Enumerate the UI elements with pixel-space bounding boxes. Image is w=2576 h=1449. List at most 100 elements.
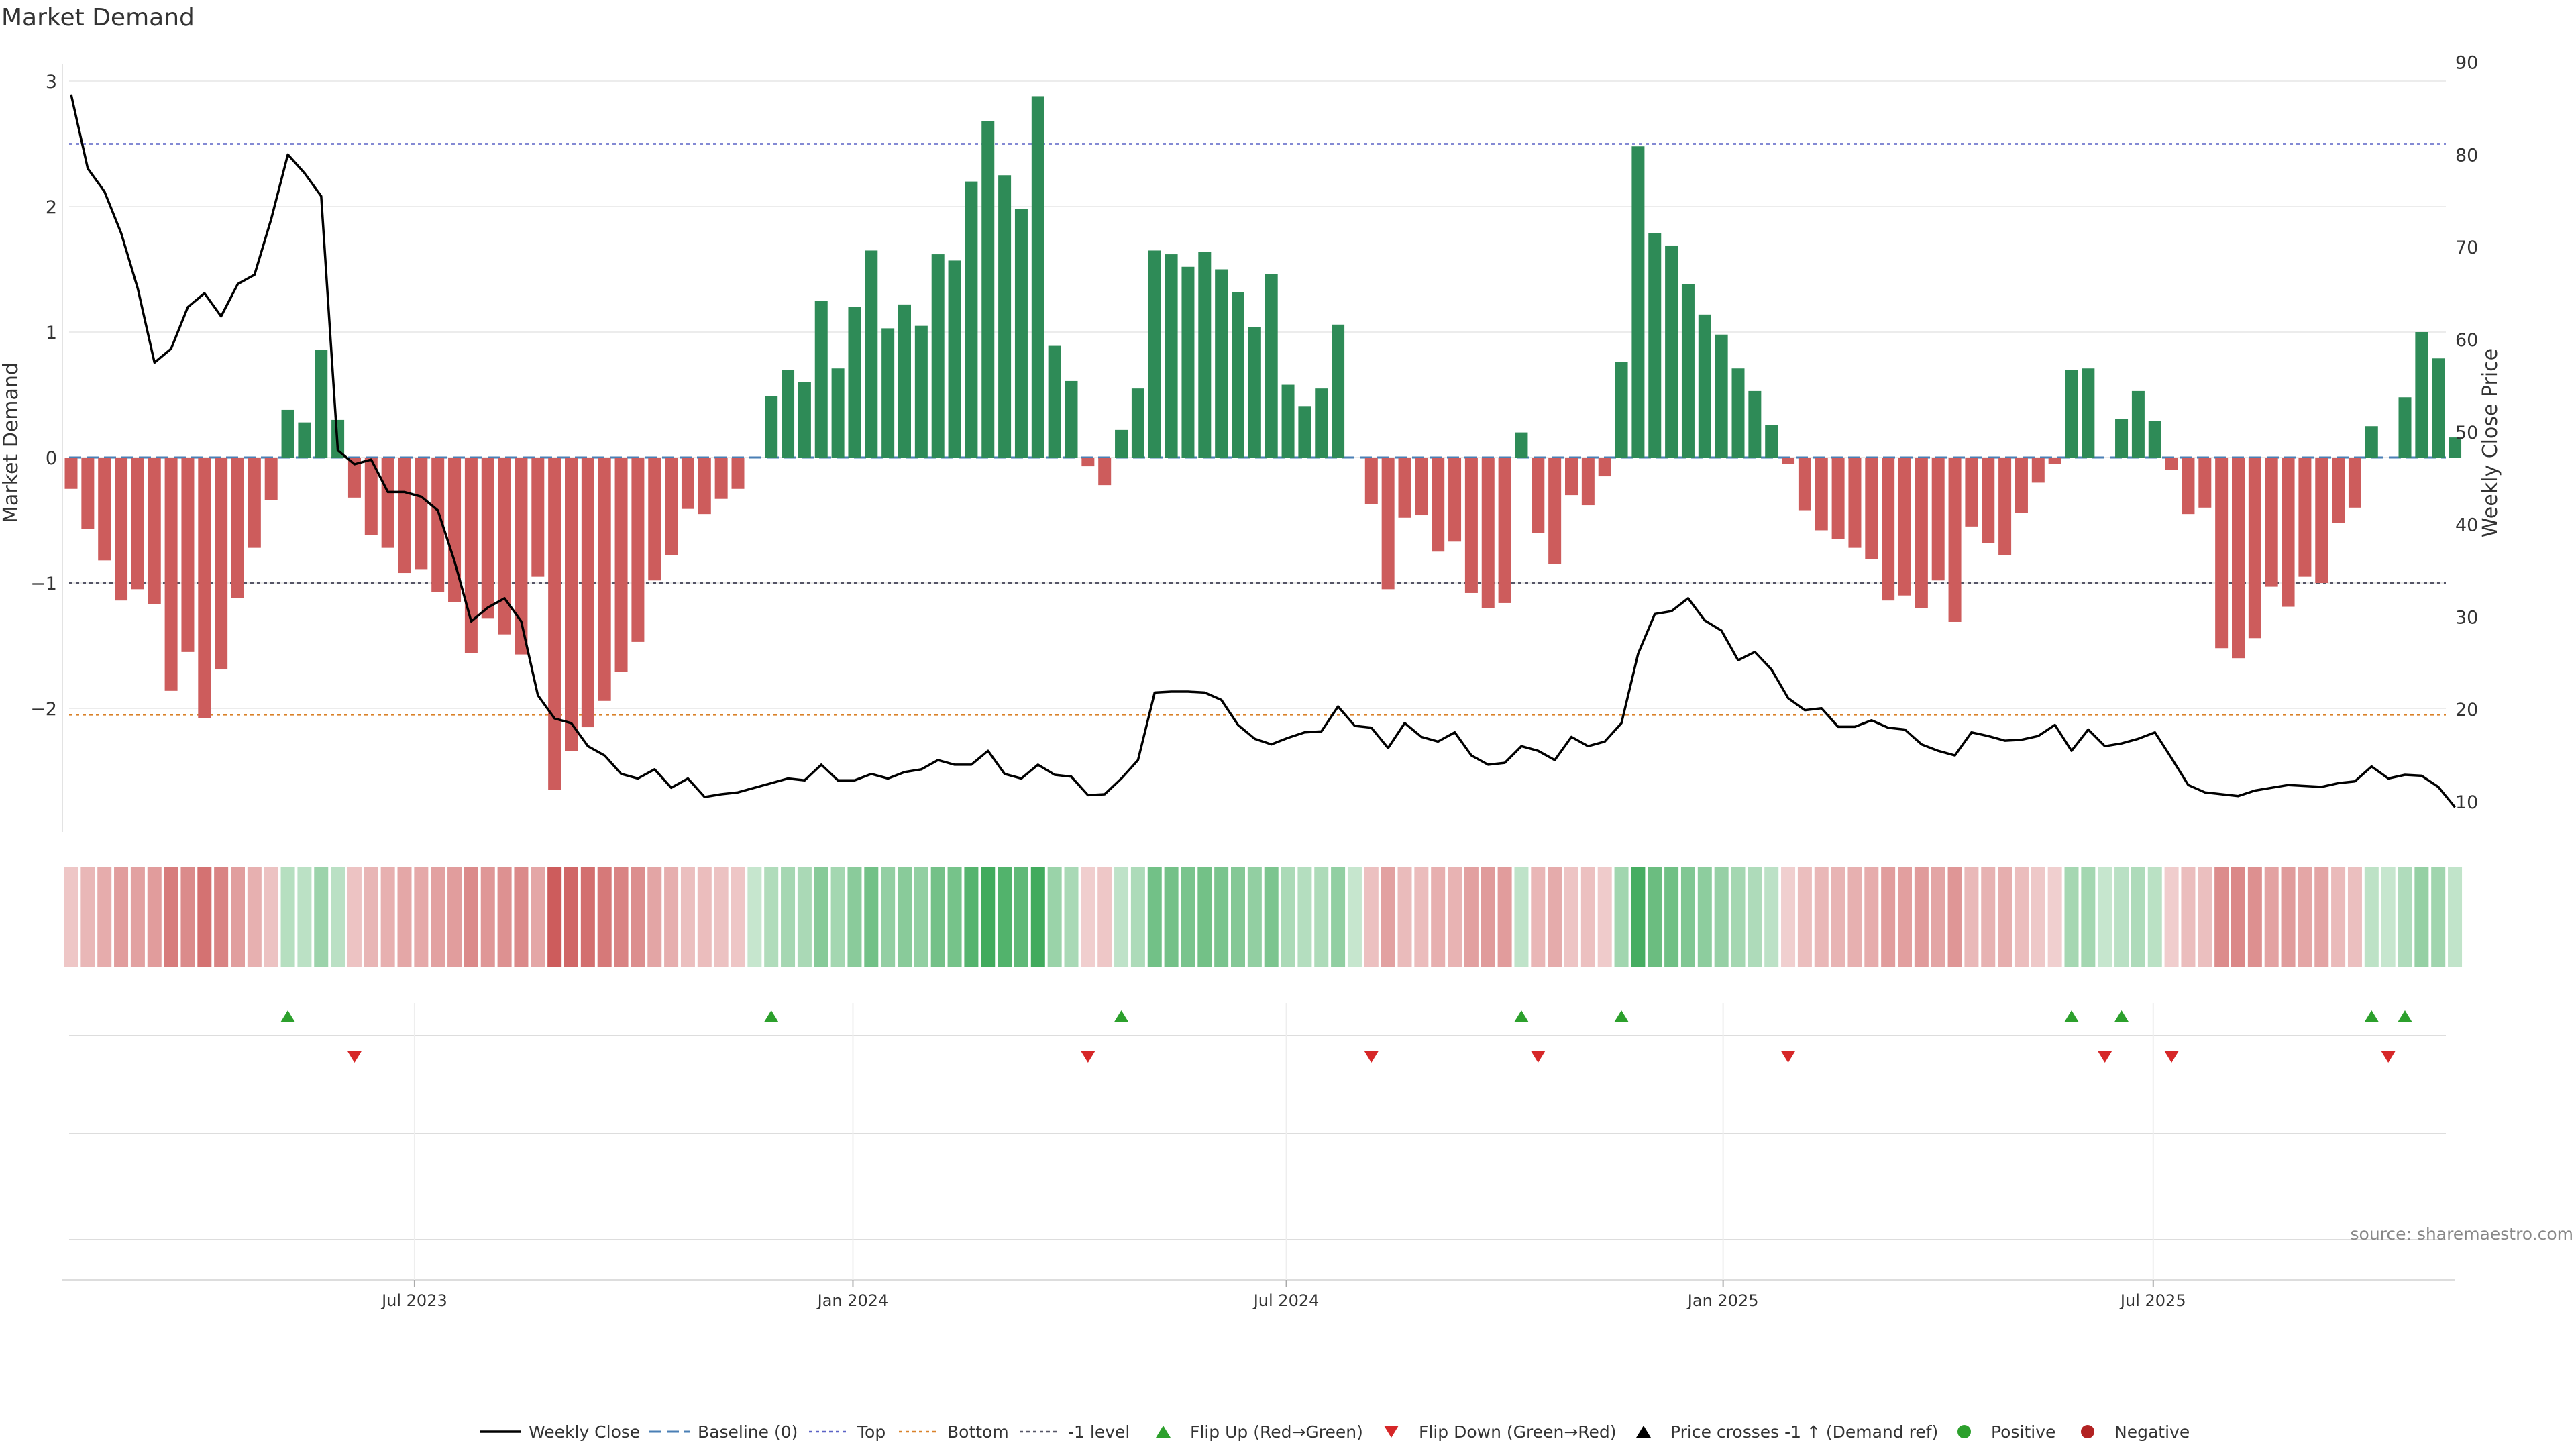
heat-cell bbox=[1364, 867, 1379, 967]
heat-cell bbox=[781, 867, 796, 967]
flip-down-marker bbox=[2097, 1051, 2112, 1063]
heat-cell bbox=[1614, 867, 1629, 967]
demand-bar bbox=[2232, 458, 2245, 659]
demand-bar bbox=[2432, 358, 2445, 458]
x-tick-label: Jul 2023 bbox=[380, 1291, 447, 1310]
demand-bar bbox=[1014, 209, 1028, 458]
demand-bar bbox=[1998, 458, 2012, 555]
x-tick-label: Jul 2025 bbox=[2119, 1291, 2186, 1310]
heat-cell bbox=[597, 867, 612, 967]
y2-tick-label: 30 bbox=[2455, 607, 2478, 628]
heat-cell bbox=[1214, 867, 1229, 967]
demand-bar bbox=[1081, 458, 1095, 467]
demand-bar bbox=[148, 458, 161, 604]
demand-bar bbox=[1364, 458, 1378, 504]
x-tick-label: Jan 2024 bbox=[816, 1291, 889, 1310]
demand-bar bbox=[1698, 314, 1711, 458]
x-tick-label: Jan 2025 bbox=[1686, 1291, 1759, 1310]
heat-cell bbox=[614, 867, 629, 967]
demand-bar bbox=[1281, 384, 1295, 458]
flip-up-marker bbox=[1513, 1010, 1529, 1022]
demand-bar bbox=[1931, 458, 1945, 581]
y-tick-label: 0 bbox=[46, 448, 57, 469]
demand-bar bbox=[1865, 458, 1878, 559]
heat-cell bbox=[580, 867, 595, 967]
demand-bar bbox=[1532, 458, 1545, 533]
heat-cell bbox=[964, 867, 979, 967]
demand-bar bbox=[698, 458, 711, 515]
heat-cell bbox=[1331, 867, 1346, 967]
heat-cell bbox=[2014, 867, 2029, 967]
demand-bar bbox=[1498, 458, 1511, 603]
axes: −2 −1 0 1 2 3 10 20 30 40 50 60 70 80 90 bbox=[30, 53, 2478, 832]
demand-bar bbox=[998, 175, 1012, 458]
demand-bar bbox=[198, 458, 211, 718]
heat-cell bbox=[164, 867, 178, 967]
y-tick-label: 1 bbox=[46, 323, 57, 343]
demand-bar bbox=[364, 458, 378, 535]
heat-cell bbox=[1964, 867, 1979, 967]
demand-bar bbox=[2315, 458, 2328, 583]
demand-bar bbox=[1898, 458, 1911, 596]
demand-bar bbox=[1248, 327, 1261, 458]
demand-bar bbox=[415, 458, 428, 570]
heat-cell bbox=[1514, 867, 1529, 967]
heat-cell bbox=[2347, 867, 2362, 967]
heat-cell bbox=[1781, 867, 1796, 967]
heat-cell bbox=[680, 867, 695, 967]
heat-cell bbox=[947, 867, 962, 967]
demand-bar bbox=[131, 458, 144, 590]
heat-cell bbox=[1314, 867, 1329, 967]
heat-cell bbox=[1064, 867, 1079, 967]
demand-bar bbox=[1648, 233, 1662, 458]
demand-bar bbox=[714, 458, 728, 499]
heat-cell bbox=[2247, 867, 2262, 967]
y2-tick-label: 80 bbox=[2455, 145, 2478, 166]
heat-cell bbox=[1014, 867, 1028, 967]
flip-up-marker bbox=[1614, 1010, 1629, 1022]
demand-bar bbox=[1265, 274, 1278, 458]
demand-bar bbox=[1782, 458, 1795, 464]
legend-label-baseline: Baseline (0) bbox=[698, 1422, 798, 1442]
heat-cell bbox=[1047, 867, 1062, 967]
demand-bar bbox=[798, 382, 811, 458]
demand-bar bbox=[1098, 458, 1112, 486]
flip-up-marker bbox=[2064, 1010, 2079, 1022]
demand-bar bbox=[614, 458, 628, 672]
y-tick-label: −1 bbox=[30, 574, 57, 594]
demand-bar bbox=[965, 181, 978, 458]
heat-cell bbox=[547, 867, 562, 967]
heat-cell bbox=[280, 867, 295, 967]
demand-bar bbox=[464, 458, 478, 653]
heat-cell bbox=[231, 867, 245, 967]
demand-bar bbox=[731, 458, 745, 489]
heat-cell bbox=[2314, 867, 2329, 967]
legend-label-weekly_close: Weekly Close bbox=[529, 1422, 640, 1442]
demand-bar bbox=[2198, 458, 2212, 508]
demand-bar bbox=[1581, 458, 1595, 506]
heat-cell bbox=[1181, 867, 1195, 967]
demand-bar bbox=[598, 458, 611, 701]
demand-bar bbox=[565, 458, 578, 751]
demand-bar bbox=[881, 328, 895, 458]
demand-bar bbox=[1198, 252, 1212, 458]
demand-bar bbox=[2298, 458, 2312, 577]
heat-cell bbox=[1164, 867, 1179, 967]
heat-cell bbox=[697, 867, 712, 967]
heat-cell bbox=[1947, 867, 1962, 967]
demand-bar bbox=[1565, 458, 1578, 496]
demand-bar bbox=[848, 307, 861, 458]
legend-label-negative: Negative bbox=[2114, 1422, 2190, 1442]
flip-up-marker bbox=[1114, 1010, 1129, 1022]
y2-tick-label: 70 bbox=[2455, 237, 2478, 258]
heat-cell bbox=[2081, 867, 2096, 967]
demand-bar bbox=[2332, 458, 2345, 523]
heat-cell bbox=[1414, 867, 1429, 967]
demand-bar bbox=[1232, 292, 1244, 458]
x-tick-label: Jul 2024 bbox=[1252, 1291, 1320, 1310]
demand-bar bbox=[481, 458, 494, 619]
heat-cell bbox=[2181, 867, 2196, 967]
heat-cell bbox=[1981, 867, 1996, 967]
heat-cell bbox=[197, 867, 212, 967]
